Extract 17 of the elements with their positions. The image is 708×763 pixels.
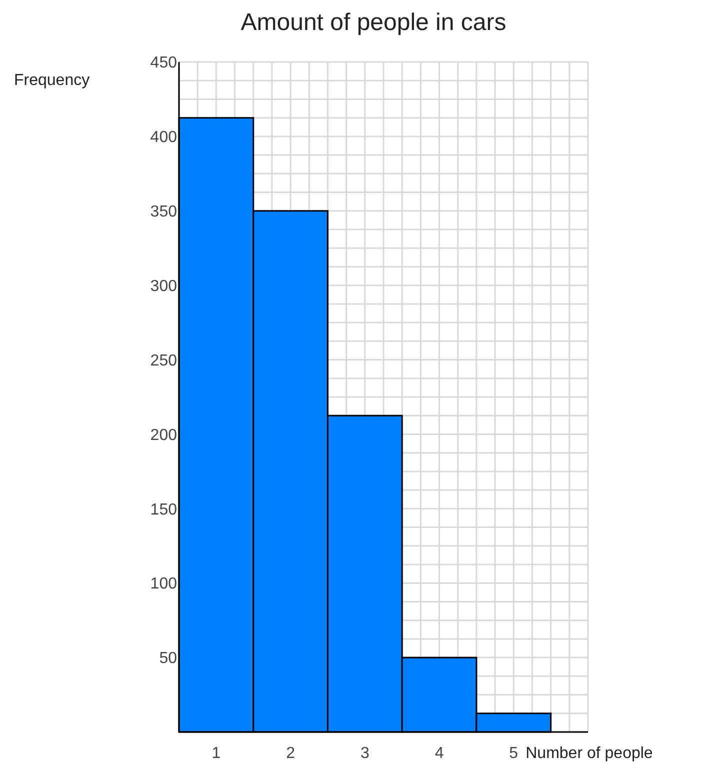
x-axis-title: Number of people [526,745,653,762]
x-tick-label: 2 [286,745,296,762]
x-tick-label: 5 [509,745,518,762]
y-tick-label: 150 [150,501,178,518]
y-tick-label: 100 [150,576,178,593]
x-tick-label: 3 [360,745,370,762]
y-axis-title: Frequency [14,72,90,89]
y-tick-label: 400 [150,129,178,146]
y-tick-label: 350 [150,203,178,220]
x-tick-label: 4 [434,745,444,762]
y-tick-label: 300 [150,278,178,295]
y-tick-label: 250 [150,352,178,370]
y-tick-label: 450 [150,54,178,72]
y-tick-label: 200 [150,426,178,444]
x-tick-label: 1 [212,745,221,762]
y-tick-label: 50 [159,650,178,668]
chart-title: Amount of people in cars [240,9,506,36]
